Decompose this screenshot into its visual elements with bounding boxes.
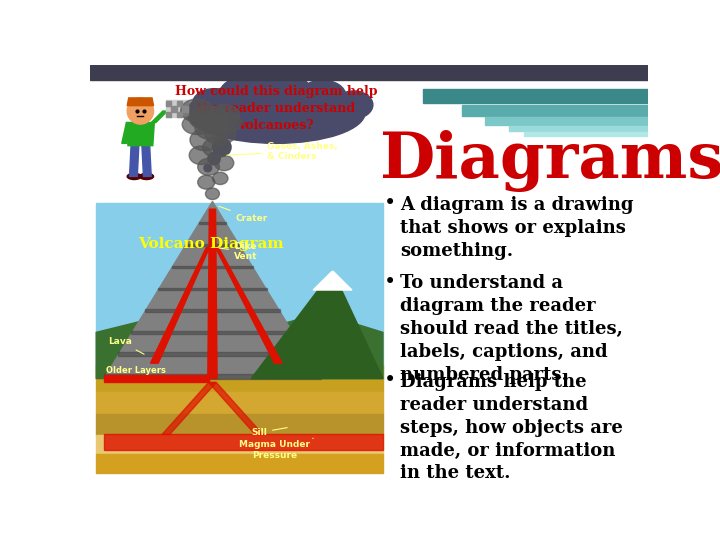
Ellipse shape (205, 188, 220, 200)
Bar (90, 65, 648, 80)
Text: Lava: Lava (108, 337, 144, 354)
Ellipse shape (195, 117, 230, 140)
Ellipse shape (320, 104, 356, 129)
Polygon shape (127, 123, 154, 146)
Bar (166, 100, 188, 117)
Ellipse shape (212, 172, 228, 185)
Polygon shape (131, 331, 294, 334)
Polygon shape (96, 317, 220, 379)
Polygon shape (172, 266, 253, 268)
Text: A diagram is a drawing
that shows or explains
something.: A diagram is a drawing that shows or exp… (400, 195, 634, 260)
Ellipse shape (300, 80, 346, 111)
Ellipse shape (220, 77, 270, 110)
Polygon shape (313, 271, 352, 290)
Polygon shape (151, 111, 168, 123)
Polygon shape (162, 382, 216, 434)
Polygon shape (122, 123, 131, 143)
Ellipse shape (198, 176, 215, 189)
Ellipse shape (215, 156, 234, 171)
Ellipse shape (140, 173, 153, 179)
Ellipse shape (181, 99, 213, 122)
Polygon shape (142, 146, 151, 177)
Ellipse shape (256, 74, 311, 108)
Bar (423, 90, 648, 103)
Text: Dike
Vent: Dike Vent (219, 242, 258, 261)
Text: Magma Under
Pressure: Magma Under Pressure (239, 438, 313, 460)
Polygon shape (209, 382, 263, 434)
Bar (485, 117, 648, 125)
Ellipse shape (189, 106, 228, 131)
Polygon shape (104, 201, 321, 379)
Ellipse shape (334, 91, 373, 119)
Bar (96, 365, 383, 379)
Bar (96, 414, 383, 435)
Ellipse shape (209, 104, 240, 126)
Polygon shape (251, 313, 383, 379)
Ellipse shape (203, 138, 230, 158)
Polygon shape (104, 374, 321, 379)
Ellipse shape (193, 89, 235, 118)
Polygon shape (208, 209, 217, 379)
Ellipse shape (204, 123, 235, 145)
Bar (96, 454, 383, 473)
Bar (462, 105, 648, 116)
Text: Volcano Diagram: Volcano Diagram (138, 237, 284, 251)
Bar (177, 101, 182, 106)
Polygon shape (104, 375, 209, 382)
Polygon shape (130, 146, 139, 177)
Circle shape (212, 138, 231, 157)
Bar (166, 112, 171, 117)
Ellipse shape (127, 173, 141, 179)
Polygon shape (199, 222, 226, 224)
Ellipse shape (239, 105, 282, 132)
Text: How could this diagram help
the reader understand
volcanoes?: How could this diagram help the reader u… (175, 85, 377, 132)
Bar (96, 435, 383, 454)
Ellipse shape (190, 129, 220, 151)
Bar (96, 204, 383, 379)
Polygon shape (104, 434, 383, 450)
Bar (177, 112, 182, 117)
Text: Sill: Sill (251, 428, 287, 437)
Polygon shape (185, 244, 240, 246)
Polygon shape (215, 248, 282, 363)
Text: •: • (384, 273, 396, 292)
Text: •: • (384, 372, 396, 390)
Circle shape (127, 98, 153, 124)
Bar (171, 106, 177, 112)
Ellipse shape (182, 114, 212, 134)
Polygon shape (150, 248, 210, 363)
Ellipse shape (187, 82, 365, 143)
Text: Diagrams: Diagrams (379, 130, 720, 192)
Polygon shape (127, 98, 153, 106)
Ellipse shape (215, 114, 241, 132)
Text: •: • (384, 194, 396, 213)
Ellipse shape (189, 146, 212, 165)
Text: Crater: Crater (219, 206, 268, 222)
Text: Diagrams help the
reader understand
steps, how objects are
made, or information
: Diagrams help the reader understand step… (400, 373, 623, 482)
Bar (96, 392, 383, 414)
Polygon shape (145, 309, 280, 312)
Polygon shape (158, 288, 266, 290)
Polygon shape (251, 271, 383, 379)
Bar (166, 101, 171, 106)
Ellipse shape (188, 101, 225, 127)
Circle shape (204, 164, 212, 172)
Text: Older Layers: Older Layers (106, 366, 166, 375)
Bar (508, 126, 648, 131)
Circle shape (208, 153, 220, 165)
Bar (96, 379, 383, 392)
Text: To understand a
diagram the reader
should read the titles,
labels, captions, and: To understand a diagram the reader shoul… (400, 274, 623, 384)
Bar (524, 132, 648, 136)
Polygon shape (117, 353, 307, 356)
Ellipse shape (198, 158, 220, 176)
Text: Gases, Ashes,
& Cinders: Gases, Ashes, & Cinders (227, 141, 338, 161)
Bar (182, 106, 188, 112)
